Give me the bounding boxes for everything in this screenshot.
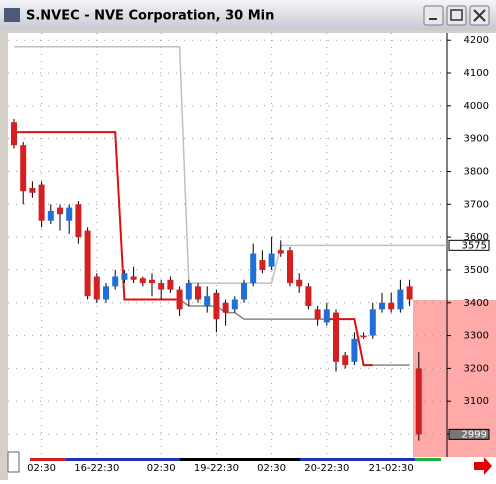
candle-body	[222, 302, 229, 313]
title-bar	[0, 0, 496, 30]
candle-body	[75, 204, 82, 238]
price-marker	[448, 428, 490, 440]
y-tick-label: 4100	[464, 68, 489, 79]
candle-body	[38, 184, 45, 221]
candle-body	[213, 292, 220, 320]
y-tick-label: 3100	[464, 396, 489, 407]
candle-body	[259, 260, 266, 270]
candle-body	[305, 286, 312, 307]
x-tick-label: 20-22:30	[304, 463, 349, 474]
candle-body	[84, 230, 91, 297]
candle-body	[66, 207, 73, 221]
candle-body	[20, 145, 27, 192]
candle-body	[241, 283, 247, 300]
candle-body	[287, 250, 293, 284]
x-tick-label: 02:30	[257, 463, 286, 474]
time-axis	[8, 457, 496, 480]
session-bar	[300, 458, 415, 461]
y-tick-label: 4200	[464, 35, 489, 46]
maximize-button[interactable]	[446, 5, 467, 26]
y-tick-label: 3900	[464, 134, 489, 145]
candle-body	[277, 250, 284, 254]
candle-body	[103, 286, 109, 300]
candle-body	[176, 289, 183, 310]
candle-body	[167, 279, 174, 290]
candle-body	[397, 289, 404, 310]
y-tick-label: 3600	[464, 232, 489, 243]
candle-body	[231, 299, 238, 310]
y-tick-label: 4000	[464, 101, 489, 112]
candle-body	[369, 309, 376, 336]
y-tick-label: 3300	[464, 331, 489, 342]
candle-body	[323, 309, 330, 323]
scroll-box[interactable]	[7, 451, 20, 473]
indicator-line	[14, 46, 447, 284]
app-icon	[4, 8, 20, 22]
candle-body	[268, 253, 275, 267]
candle-body	[296, 279, 303, 287]
candle-body	[11, 122, 17, 146]
minimize-button[interactable]	[423, 5, 444, 26]
scroll-arrow[interactable]	[474, 457, 492, 475]
candle-body	[415, 368, 422, 435]
candle-body	[112, 276, 119, 287]
y-tick-label: 3700	[464, 199, 489, 210]
x-tick-label: 19-22:30	[194, 463, 239, 474]
candle-body	[204, 296, 211, 307]
y-tick-label: 3400	[464, 298, 489, 309]
session-bar	[415, 458, 441, 461]
x-tick-label: 16-22:30	[74, 463, 119, 474]
candle-body	[139, 278, 146, 284]
candle-body	[130, 276, 137, 280]
candle-body	[314, 309, 321, 320]
candle-body	[195, 286, 201, 300]
candle-body	[93, 276, 100, 300]
window-title: S.NVEC - NVE Corporation, 30 Min	[26, 9, 274, 24]
candle-body	[360, 335, 367, 338]
candle-body	[379, 302, 385, 310]
candle-body	[121, 273, 128, 280]
y-tick-label: 3500	[464, 265, 489, 276]
y-tick-label: 3800	[464, 166, 489, 177]
candle-body	[351, 338, 358, 362]
x-tick-label: 02:30	[147, 463, 176, 474]
candle-body	[158, 283, 165, 290]
candle-body	[57, 207, 63, 215]
candle-body	[388, 302, 395, 310]
candle-body	[406, 286, 413, 300]
session-bar	[30, 458, 66, 461]
candle-body	[333, 312, 339, 362]
candle-body	[29, 187, 36, 193]
candle-body	[47, 210, 54, 221]
x-tick-label: 02:30	[27, 463, 56, 474]
session-bar	[180, 458, 300, 461]
x-tick-label: 21-02:30	[369, 463, 414, 474]
close-button[interactable]	[469, 5, 490, 26]
candle-body	[250, 253, 257, 284]
price-marker	[448, 239, 490, 251]
session-bar	[66, 458, 180, 461]
candle-body	[342, 355, 349, 366]
price-marker-label: 2999	[462, 429, 487, 440]
y-tick-label: 3200	[464, 363, 489, 374]
price-marker-label: 3575	[462, 240, 487, 251]
candle-body	[185, 283, 192, 300]
candle-body	[149, 279, 155, 284]
